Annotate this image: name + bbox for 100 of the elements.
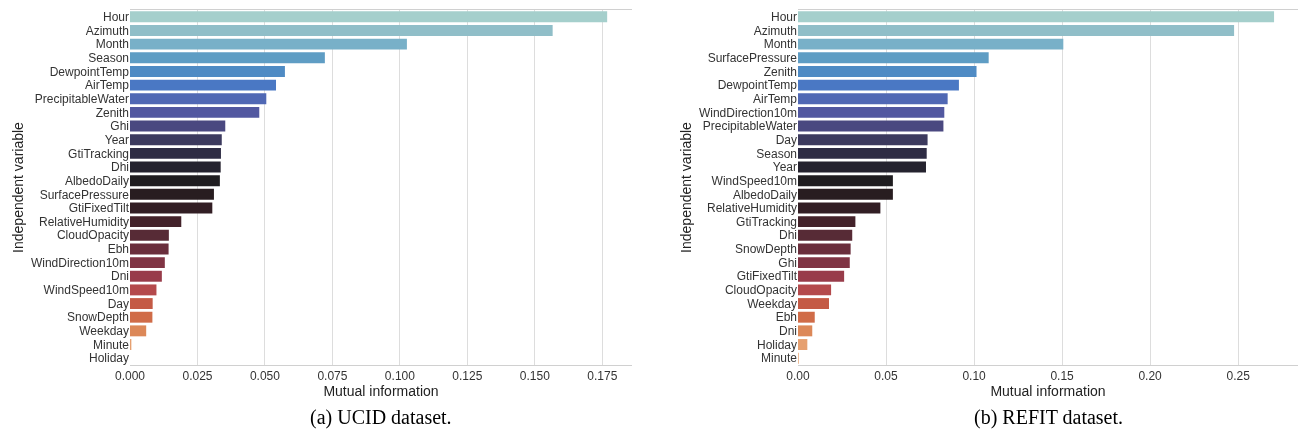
y-axis-title: Independent variable <box>677 121 694 253</box>
y-tick-label: SurfacePressure <box>39 187 130 202</box>
bar <box>798 134 928 146</box>
y-tick-label: Year <box>772 160 797 175</box>
y-tick-label: AirTemp <box>84 78 130 93</box>
bar <box>798 161 926 173</box>
bar <box>130 65 285 77</box>
y-tick-label: Minute <box>760 351 798 366</box>
y-tick-label: SnowDepth <box>66 310 129 325</box>
y-tick-label: GtiTracking <box>736 214 797 229</box>
bar <box>798 216 856 228</box>
y-tick-label: Holiday <box>756 337 797 352</box>
y-tick-label: AlbedoDaily <box>64 173 129 188</box>
bar <box>798 38 1064 50</box>
y-tick-label: WindSpeed10m <box>43 283 129 298</box>
y-tick-label: Weekday <box>747 296 797 311</box>
bar <box>130 270 162 282</box>
y-tick-label: Month <box>763 37 797 52</box>
bar <box>130 229 169 241</box>
bar <box>130 134 222 146</box>
y-tick-label: PrecipitableWater <box>34 91 129 106</box>
y-tick-label: AirTemp <box>752 91 798 106</box>
bar <box>798 65 977 77</box>
x-tick-label: 0.05 <box>874 369 899 384</box>
bar <box>798 257 850 269</box>
bar <box>798 120 944 132</box>
y-tick-label: Hour <box>770 10 797 25</box>
y-tick-label: Ebh <box>775 310 797 325</box>
y-tick-label: Dhi <box>778 228 797 243</box>
bar <box>798 52 989 64</box>
y-tick-label: Hour <box>102 10 129 25</box>
bar <box>130 325 147 337</box>
bar <box>130 93 267 105</box>
bar <box>130 38 407 50</box>
bar <box>798 175 893 187</box>
y-tick-label: Season <box>88 50 129 65</box>
y-tick-label: AlbedoDaily <box>732 187 797 202</box>
y-tick-label: SnowDepth <box>734 242 797 257</box>
bar <box>130 311 153 323</box>
y-tick-label: Dni <box>110 269 129 284</box>
bar <box>130 147 221 159</box>
x-tick-label: 0.20 <box>1138 369 1163 384</box>
x-tick-label: 0.125 <box>452 369 483 384</box>
bar <box>798 106 945 118</box>
x-axis-title: Mutual information <box>990 383 1106 400</box>
y-tick-label: WindDirection10m <box>30 255 129 270</box>
y-tick-label: Day <box>107 296 129 311</box>
bar <box>130 243 169 255</box>
y-tick-label: SurfacePressure <box>707 50 798 65</box>
bar <box>130 161 221 173</box>
y-tick-label: Weekday <box>79 324 129 339</box>
bar <box>798 202 881 214</box>
y-axis-title: Independent variable <box>9 121 26 253</box>
y-tick-label: Ghi <box>778 255 797 270</box>
bar <box>798 298 829 310</box>
y-tick-label: Azimuth <box>85 23 129 38</box>
bar <box>130 11 608 23</box>
bar <box>130 52 325 64</box>
y-tick-label: Season <box>756 146 797 161</box>
y-tick-label: Dni <box>778 324 797 339</box>
y-tick-label: DewpointTemp <box>717 78 798 93</box>
y-tick-label: Holiday <box>88 351 129 366</box>
y-tick-label: RelativeHumidity <box>38 214 129 229</box>
x-tick-label: 0.175 <box>587 369 618 384</box>
x-tick-label: 0.100 <box>384 369 416 384</box>
bar <box>130 79 277 91</box>
bar <box>130 188 214 200</box>
y-tick-label: Month <box>95 37 129 52</box>
bar <box>130 202 213 214</box>
x-axis-title: Mutual information <box>323 383 439 400</box>
y-tick-label: PrecipitableWater <box>702 119 797 134</box>
y-tick-label: Zenith <box>95 105 129 120</box>
y-tick-label: GtiFixedTilt <box>736 269 798 284</box>
bar <box>798 147 927 159</box>
bar <box>130 298 153 310</box>
y-tick-label: WindDirection10m <box>698 105 797 120</box>
y-tick-label: RelativeHumidity <box>706 201 797 216</box>
y-tick-label: Minute <box>92 337 130 352</box>
bar <box>798 284 832 296</box>
bar <box>130 216 182 228</box>
bar <box>130 284 157 296</box>
bar <box>798 325 813 337</box>
bar <box>798 11 1275 23</box>
bar <box>798 311 815 323</box>
y-tick-label: DewpointTemp <box>49 64 130 79</box>
x-tick-label: 0.25 <box>1226 369 1251 384</box>
text: (a) UCID dataset. <box>310 406 452 429</box>
y-tick-label: Ghi <box>110 119 129 134</box>
y-tick-label: Year <box>104 132 129 147</box>
y-tick-label: GtiFixedTilt <box>68 201 130 216</box>
y-tick-label: Dhi <box>110 160 129 175</box>
x-tick-label: 0.000 <box>114 369 146 384</box>
bar <box>798 339 808 350</box>
text: (b) REFIT dataset. <box>974 406 1124 429</box>
bar <box>798 25 1235 36</box>
bar <box>798 229 853 241</box>
y-tick-label: Zenith <box>763 64 797 79</box>
bar <box>130 175 220 187</box>
y-tick-label: GtiTracking <box>68 146 129 161</box>
y-tick-label: Day <box>775 132 797 147</box>
